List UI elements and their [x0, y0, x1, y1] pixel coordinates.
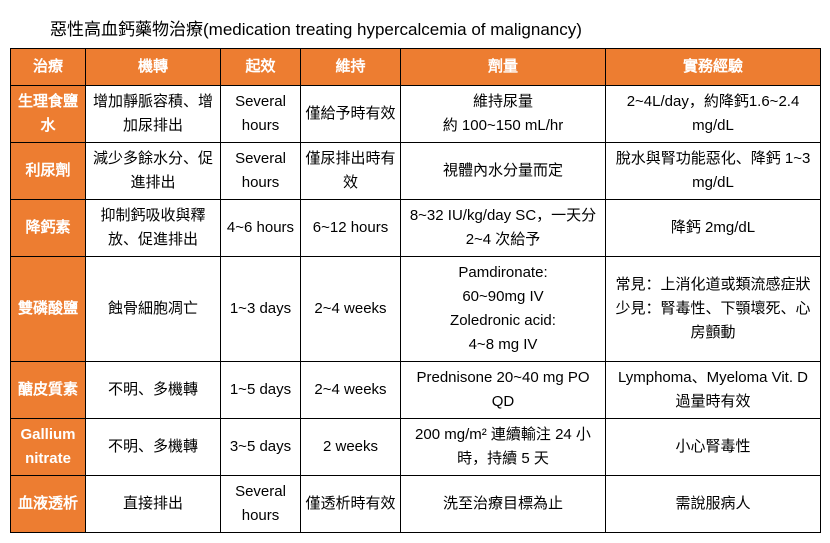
cell-treatment: Gallium nitrate [11, 419, 86, 476]
cell-experience: 需說服病人 [606, 476, 821, 533]
cell-mechanism: 不明、多機轉 [86, 362, 221, 419]
cell-onset: 4~6 hours [221, 200, 301, 257]
cell-dose: 200 mg/m² 連續輸注 24 小時，持續 5 天 [401, 419, 606, 476]
col-treatment: 治療 [11, 49, 86, 86]
cell-experience: 小心腎毒性 [606, 419, 821, 476]
cell-duration: 2~4 weeks [301, 257, 401, 362]
cell-mechanism: 增加靜脈容積、增加尿排出 [86, 86, 221, 143]
table-row: 雙磷酸鹽 蝕骨細胞凋亡 1~3 days 2~4 weeks Pamdirona… [11, 257, 821, 362]
table-row: 血液透析 直接排出 Several hours 僅透析時有效 洗至治療目標為止 … [11, 476, 821, 533]
cell-dose: 洗至治療目標為止 [401, 476, 606, 533]
header-row: 治療 機轉 起效 維持 劑量 實務經驗 [11, 49, 821, 86]
page-title: 惡性高血鈣藥物治療(medication treating hypercalce… [10, 10, 820, 48]
cell-mechanism: 直接排出 [86, 476, 221, 533]
cell-onset: Several hours [221, 476, 301, 533]
table-row: 醣皮質素 不明、多機轉 1~5 days 2~4 weeks Prednison… [11, 362, 821, 419]
cell-dose: Pamdironate:60~90mg IVZoledronic acid:4~… [401, 257, 606, 362]
cell-duration: 僅給予時有效 [301, 86, 401, 143]
cell-duration: 2 weeks [301, 419, 401, 476]
cell-dose: 視體內水分量而定 [401, 143, 606, 200]
cell-experience: 降鈣 2mg/dL [606, 200, 821, 257]
cell-dose: 維持尿量約 100~150 mL/hr [401, 86, 606, 143]
cell-experience: Lymphoma、Myeloma Vit. D 過量時有效 [606, 362, 821, 419]
table-row: 降鈣素 抑制鈣吸收與釋放、促進排出 4~6 hours 6~12 hours 8… [11, 200, 821, 257]
cell-onset: 3~5 days [221, 419, 301, 476]
cell-onset: 1~5 days [221, 362, 301, 419]
col-duration: 維持 [301, 49, 401, 86]
col-experience: 實務經驗 [606, 49, 821, 86]
cell-experience: 常見：上消化道或類流感症狀少見：腎毒性、下顎壞死、心房顫動 [606, 257, 821, 362]
table-body: 生理食鹽水 增加靜脈容積、增加尿排出 Several hours 僅給予時有效 … [11, 86, 821, 533]
cell-treatment: 降鈣素 [11, 200, 86, 257]
cell-treatment: 生理食鹽水 [11, 86, 86, 143]
cell-duration: 僅尿排出時有效 [301, 143, 401, 200]
cell-treatment: 醣皮質素 [11, 362, 86, 419]
cell-treatment: 血液透析 [11, 476, 86, 533]
cell-mechanism: 不明、多機轉 [86, 419, 221, 476]
col-dose: 劑量 [401, 49, 606, 86]
col-onset: 起效 [221, 49, 301, 86]
cell-treatment: 雙磷酸鹽 [11, 257, 86, 362]
col-mechanism: 機轉 [86, 49, 221, 86]
cell-dose: 8~32 IU/kg/day SC，一天分 2~4 次給予 [401, 200, 606, 257]
cell-duration: 6~12 hours [301, 200, 401, 257]
table-row: Gallium nitrate 不明、多機轉 3~5 days 2 weeks … [11, 419, 821, 476]
cell-treatment: 利尿劑 [11, 143, 86, 200]
cell-onset: Several hours [221, 86, 301, 143]
cell-duration: 2~4 weeks [301, 362, 401, 419]
cell-onset: Several hours [221, 143, 301, 200]
cell-dose: Prednisone 20~40 mg PO QD [401, 362, 606, 419]
cell-mechanism: 蝕骨細胞凋亡 [86, 257, 221, 362]
cell-duration: 僅透析時有效 [301, 476, 401, 533]
cell-onset: 1~3 days [221, 257, 301, 362]
medication-table: 治療 機轉 起效 維持 劑量 實務經驗 生理食鹽水 增加靜脈容積、增加尿排出 S… [10, 48, 821, 533]
cell-mechanism: 減少多餘水分、促進排出 [86, 143, 221, 200]
table-row: 生理食鹽水 增加靜脈容積、增加尿排出 Several hours 僅給予時有效 … [11, 86, 821, 143]
cell-mechanism: 抑制鈣吸收與釋放、促進排出 [86, 200, 221, 257]
cell-experience: 脫水與腎功能惡化、降鈣 1~3 mg/dL [606, 143, 821, 200]
cell-experience: 2~4L/day，約降鈣1.6~2.4 mg/dL [606, 86, 821, 143]
table-row: 利尿劑 減少多餘水分、促進排出 Several hours 僅尿排出時有效 視體… [11, 143, 821, 200]
